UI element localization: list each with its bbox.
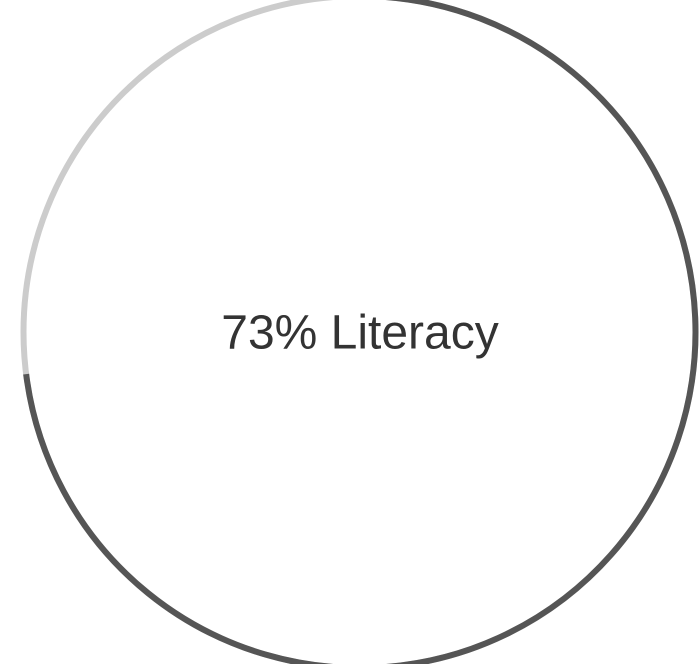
ring-progress [23,0,699,664]
ring-label: 73% Literacy [221,307,498,360]
